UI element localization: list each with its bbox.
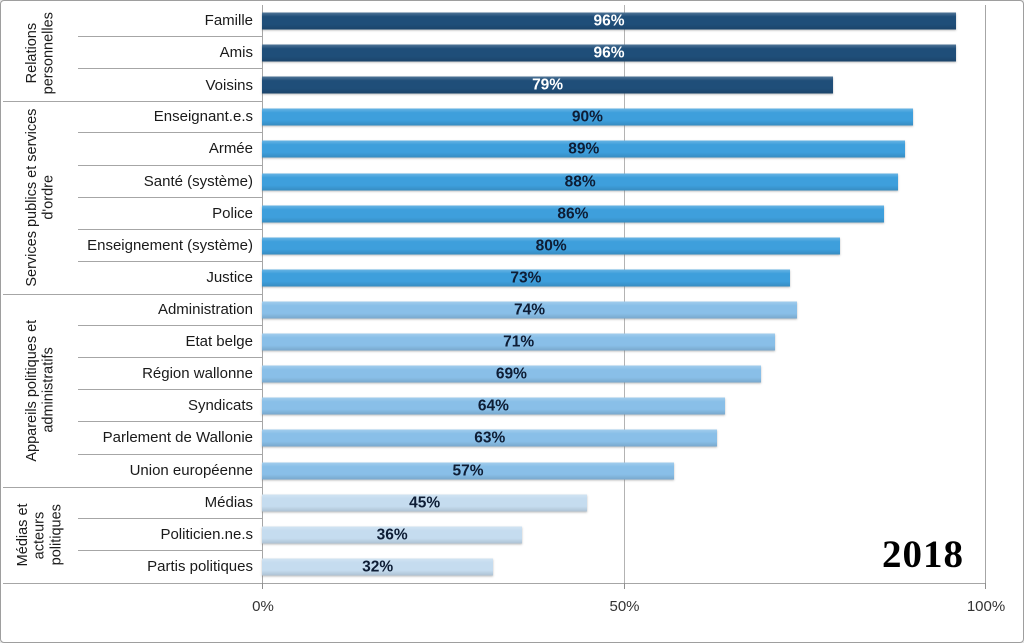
- item-label: Enseignement (système): [78, 230, 262, 262]
- bar-value-label: 90%: [571, 108, 603, 126]
- item-label: Santé (système): [78, 166, 262, 198]
- category-group: Services publics et services d'ordre Ense…: [3, 101, 985, 294]
- bar-value-label: 32%: [362, 558, 394, 576]
- bar: 57%: [262, 462, 675, 480]
- bar: 45%: [262, 494, 588, 512]
- item-label: Médias: [78, 487, 262, 519]
- item-label: Union européenne: [129, 462, 253, 480]
- bar: 64%: [262, 397, 725, 415]
- bar: 90%: [262, 108, 913, 126]
- bar-cell: 80%: [262, 230, 985, 262]
- item-label: Parlement de Wallonie: [78, 422, 262, 455]
- bar: 71%: [262, 333, 776, 351]
- bar-value-label: 80%: [535, 237, 567, 255]
- bar-cell: 79%: [262, 69, 985, 101]
- y-axis-line: [262, 5, 263, 583]
- bar-cell: 57%: [262, 455, 985, 487]
- group-label: Relations personnelles: [3, 5, 78, 101]
- bar-cell: 71%: [262, 326, 985, 358]
- bar-value-label: 74%: [513, 301, 546, 319]
- item-label: Enseignant.e.s: [78, 101, 262, 134]
- bar: 80%: [262, 237, 841, 255]
- group-label-text: Appareils politiques et administratifs: [23, 319, 57, 462]
- x-axis-tick: [985, 583, 986, 589]
- bar-cell: 89%: [262, 133, 985, 165]
- bar-cell: 36%: [262, 519, 985, 551]
- item-label: Etat belge: [78, 326, 262, 359]
- bar-value-label: 88%: [564, 173, 596, 191]
- bar-value-label: 64%: [477, 397, 509, 415]
- bar-cell: 86%: [262, 198, 985, 230]
- group-label: Appareils politiques et administratifs: [3, 294, 78, 487]
- bar: 32%: [262, 558, 494, 576]
- bar: 89%: [262, 140, 906, 158]
- bar-cell: 88%: [262, 166, 985, 198]
- item-label: Politicien.ne.s: [78, 519, 262, 551]
- x-axis-tick: [262, 583, 263, 589]
- bar-value-label: 36%: [376, 526, 408, 544]
- bar-value-label: 57%: [452, 462, 484, 480]
- item-label: Administration: [78, 294, 262, 327]
- item-label: Police: [78, 198, 262, 230]
- bar-cell: 63%: [262, 422, 985, 454]
- bar-cell: 32%: [262, 551, 985, 583]
- item-label: Justice: [206, 269, 253, 287]
- item-label: Voisins: [205, 76, 253, 94]
- year-label: 2018: [882, 533, 964, 576]
- group-label: Médias et acteurs politiques: [3, 487, 78, 583]
- x-axis-line: [3, 583, 986, 584]
- item-label: Région wallonne: [78, 358, 262, 391]
- bar-value-label: 45%: [409, 494, 441, 512]
- bar-cell: 74%: [262, 294, 985, 326]
- group-label-text: Médias et acteurs politiques: [15, 503, 65, 567]
- group-label: Services publics et services d'ordre: [3, 101, 78, 294]
- item-label: Armée: [78, 133, 262, 166]
- bar-cell: 69%: [262, 358, 985, 390]
- x-axis-tick-label: 100%: [966, 598, 1006, 615]
- bar-value-label: 89%: [568, 140, 600, 158]
- plot-right-border: [985, 5, 986, 583]
- bar: 88%: [262, 173, 899, 191]
- category-group: Relations personnelles Famille 96% Amis 96% V…: [3, 5, 985, 101]
- bar: 73%: [262, 269, 790, 287]
- bar-value-label: 96%: [593, 44, 625, 62]
- bar: 74%: [262, 301, 798, 319]
- item-label: Amis: [78, 37, 262, 70]
- bar-value-label: 96%: [593, 12, 625, 30]
- bar: 69%: [262, 365, 761, 383]
- item-label: Famille: [78, 5, 262, 38]
- x-axis-tick: [623, 583, 625, 589]
- bar: 86%: [262, 205, 884, 223]
- category-group: Médias et acteurs politiques Médias 45% Pol…: [3, 486, 985, 583]
- bar-chart-rows: Relations personnelles Famille 96% Amis 96% V…: [3, 5, 985, 583]
- bar-value-label: 73%: [510, 269, 542, 287]
- bar-cell: 45%: [262, 487, 985, 519]
- group-label-text: Relations personnelles: [23, 12, 57, 95]
- bar-value-label: 71%: [503, 333, 535, 351]
- bar-cell: 64%: [262, 390, 985, 422]
- item-label: Partis politiques: [147, 558, 253, 576]
- category-group: Appareils politiques et administratifs Ad…: [3, 293, 985, 487]
- bar: 79%: [262, 76, 834, 94]
- bar-cell: 90%: [262, 101, 985, 133]
- bar: 63%: [262, 429, 718, 447]
- group-label-text: Services publics et services d'ordre: [23, 108, 57, 287]
- bar: 96%: [262, 12, 957, 30]
- bar-value-label: 86%: [557, 205, 589, 223]
- x-axis-tick-label: 50%: [609, 598, 640, 615]
- x-axis-tick-label: 0%: [252, 598, 274, 615]
- item-label: Syndicats: [78, 390, 262, 423]
- bar-cell: 73%: [262, 262, 985, 294]
- bar-cell: 96%: [262, 5, 985, 37]
- bar-value-label: 69%: [495, 365, 527, 383]
- bar-cell: 96%: [262, 37, 985, 69]
- bar: 96%: [262, 44, 957, 62]
- bar-value-label: 63%: [474, 429, 506, 447]
- bar-value-label: 79%: [532, 76, 564, 94]
- bar: 36%: [262, 526, 523, 544]
- gridline-50pct: [624, 5, 625, 583]
